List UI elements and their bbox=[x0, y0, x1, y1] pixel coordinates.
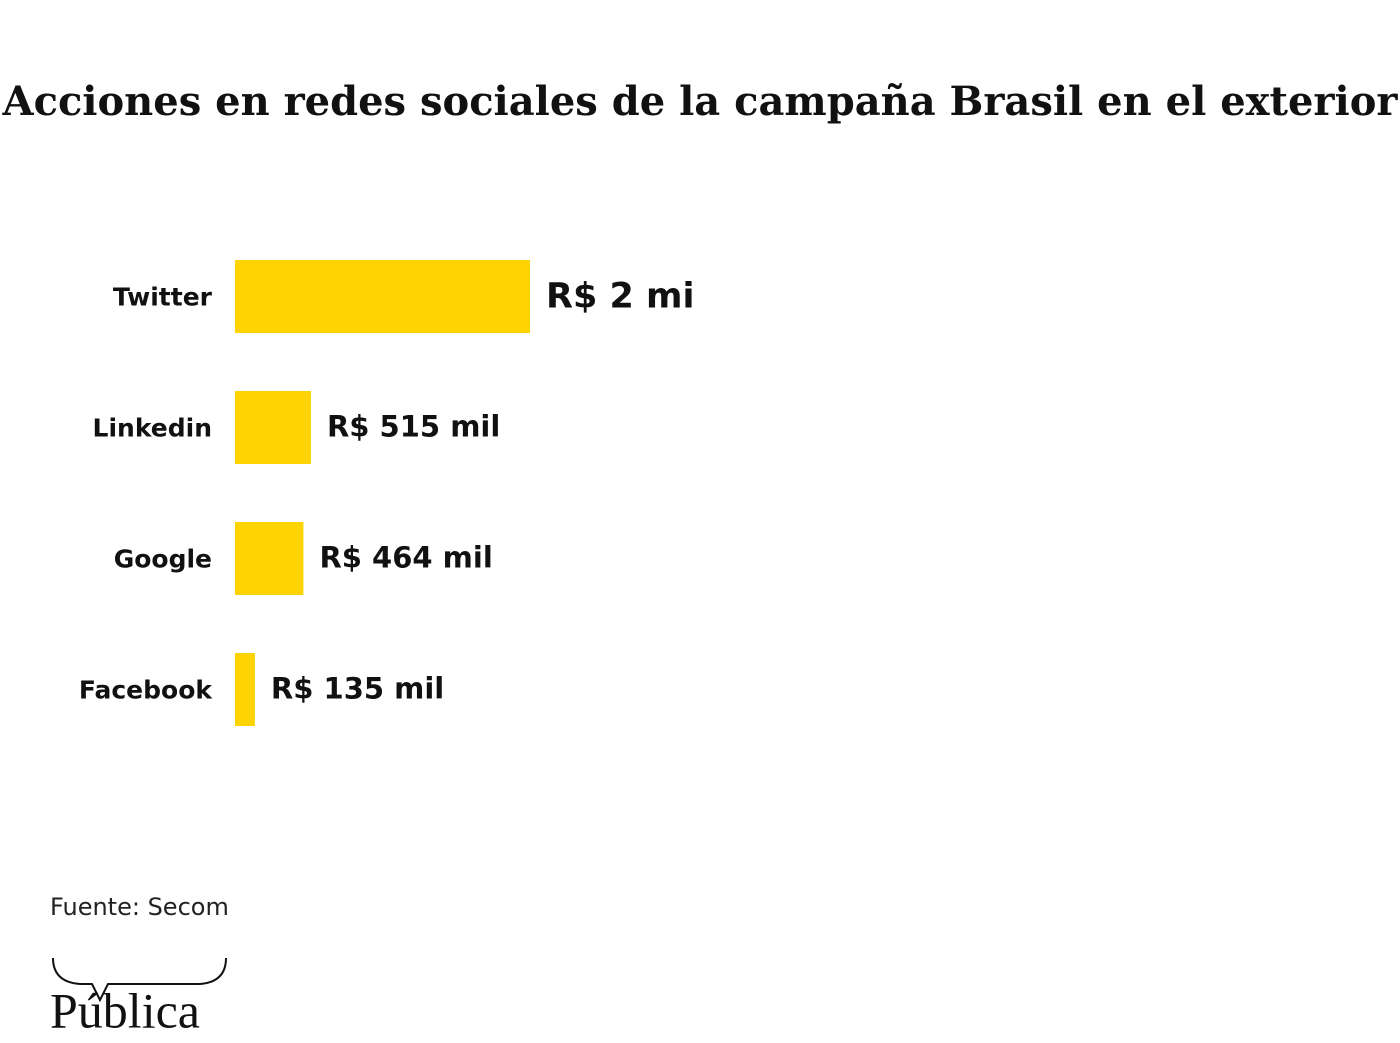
bar bbox=[235, 260, 530, 333]
bar bbox=[235, 391, 311, 464]
value-label: R$ 2 mi bbox=[546, 277, 695, 317]
category-label: Facebook bbox=[79, 676, 214, 705]
category-label: Twitter bbox=[113, 283, 213, 312]
logo: Pública bbox=[50, 982, 200, 1038]
category-label: Linkedin bbox=[93, 414, 212, 443]
chart-title: Acciones en redes sociales de la campaña… bbox=[2, 78, 1399, 125]
value-label: R$ 515 mil bbox=[327, 410, 500, 444]
bar bbox=[235, 522, 304, 595]
category-label: Google bbox=[114, 545, 212, 574]
logo-bracket bbox=[52, 957, 227, 1003]
value-label: R$ 135 mil bbox=[271, 672, 444, 706]
value-label: R$ 464 mil bbox=[319, 541, 492, 575]
bar bbox=[235, 653, 255, 726]
source: Fuente: Secom bbox=[50, 893, 229, 921]
